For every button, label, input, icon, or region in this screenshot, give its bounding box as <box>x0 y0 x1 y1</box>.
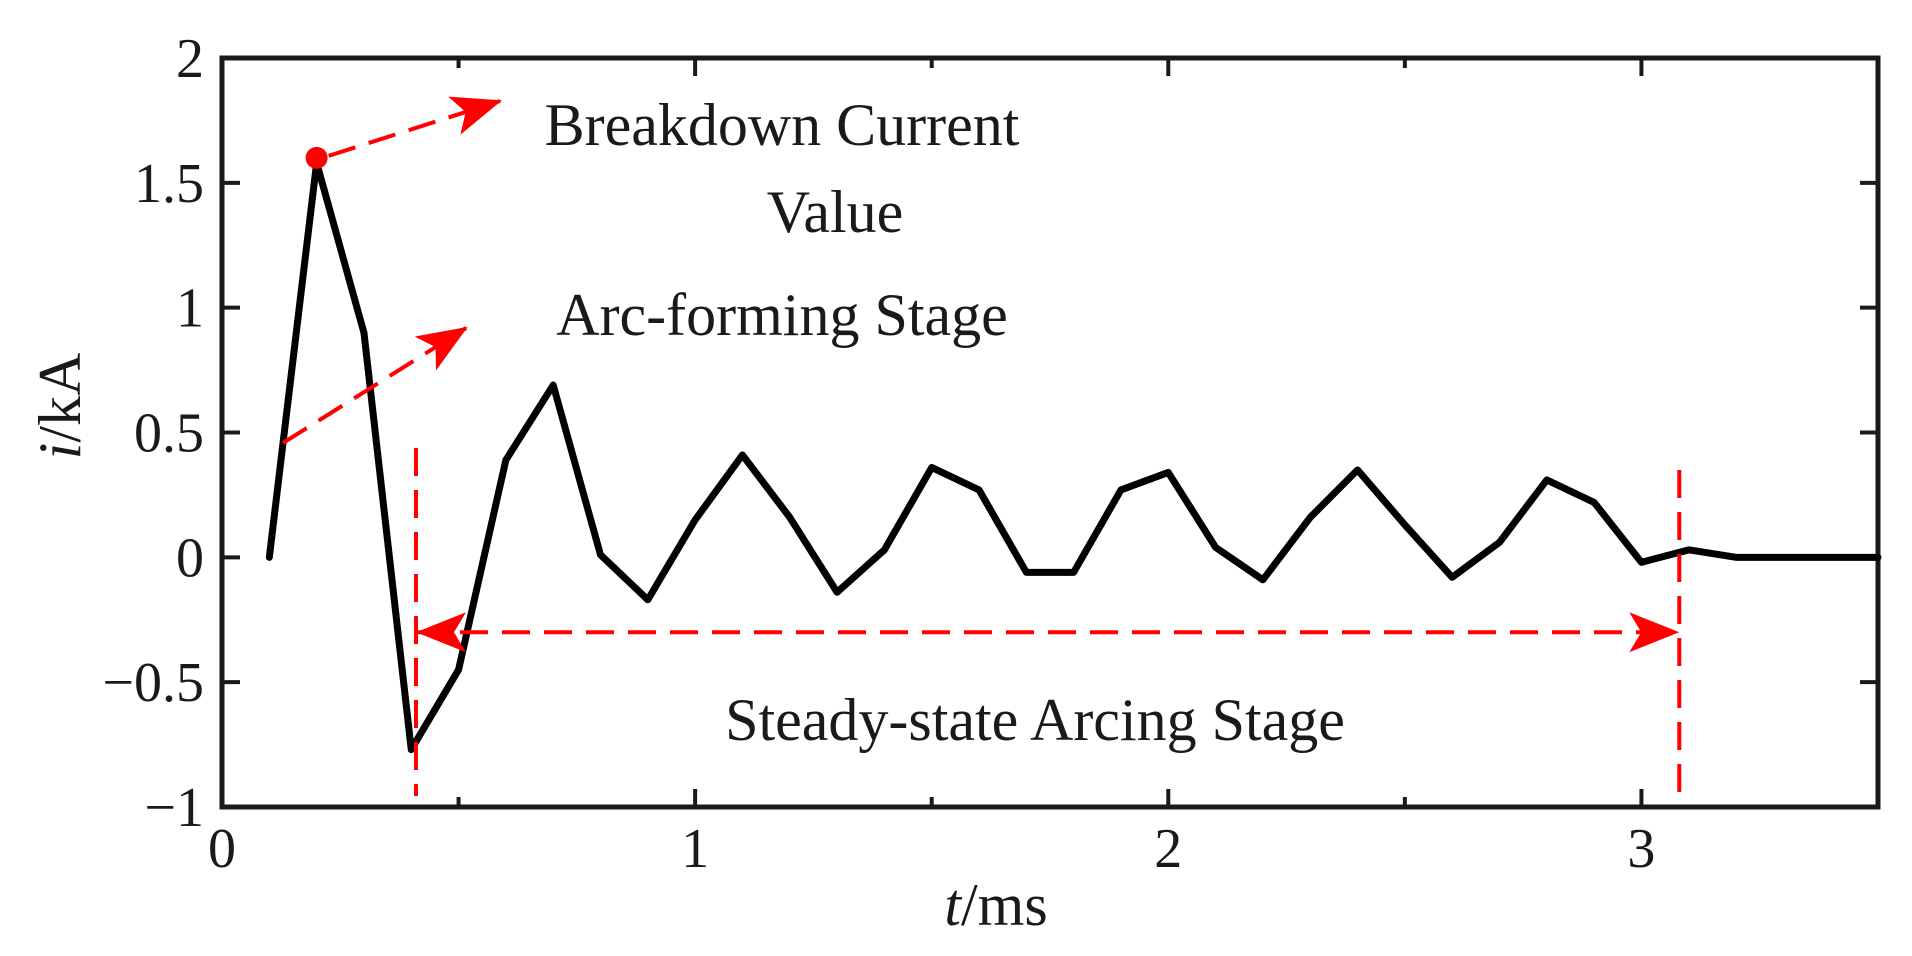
series-point <box>1309 516 1311 518</box>
x-axis-label-unit: /ms <box>961 872 1048 938</box>
arc-forming-label: Arc-forming Stage <box>556 282 1008 348</box>
annotations: Breakdown Current Value Arc-forming Stage S… <box>281 92 1682 796</box>
series-point <box>1120 489 1122 491</box>
y-tick-label: 0.5 <box>134 403 204 465</box>
series-point <box>458 669 460 671</box>
y-tick-label: −0.5 <box>102 652 204 714</box>
x-tick-label: 0 <box>208 818 236 880</box>
y-axis-label: i/kA <box>27 353 93 460</box>
series-point <box>1593 501 1595 503</box>
breakdown-arrow <box>328 96 502 158</box>
series-point <box>1688 549 1690 551</box>
x-axis-label: t/ms <box>944 872 1047 938</box>
series-point <box>1546 479 1548 481</box>
y-tick-label: 2 <box>176 28 204 90</box>
series-point <box>1877 556 1879 558</box>
y-tick-label: 0 <box>176 527 204 589</box>
series-point <box>505 459 507 461</box>
series-point <box>694 519 696 521</box>
series-point <box>1073 571 1075 573</box>
series-point <box>1640 561 1642 563</box>
series-point <box>268 556 270 558</box>
series-point <box>883 549 885 551</box>
axes: 0 1 2 3 −1 −0.5 0 0.5 1 1.5 2 <box>102 28 1881 880</box>
y-tick-label: 1 <box>176 278 204 340</box>
x-tick-label: 1 <box>681 818 709 880</box>
series-point <box>1735 556 1737 558</box>
series-point <box>363 332 365 334</box>
x-axis-label-italic: t <box>944 872 962 938</box>
breakdown-point <box>305 146 328 169</box>
steady-label: Steady-state Arcing Stage <box>725 687 1345 753</box>
series-point <box>1404 524 1406 526</box>
y-tick-label: −1 <box>144 777 204 839</box>
y-tick-label: 1.5 <box>134 153 204 215</box>
series-point <box>1262 579 1264 581</box>
series-point <box>1498 541 1500 543</box>
series-point <box>789 516 791 518</box>
series-point <box>978 489 980 491</box>
y-axis-label-italic: i <box>27 443 93 460</box>
breakdown-label-line1: Breakdown Current <box>545 92 1020 158</box>
series-point <box>1215 546 1217 548</box>
x-tick-label: 2 <box>1154 818 1182 880</box>
series-point <box>600 554 602 556</box>
series-line <box>265 159 1882 754</box>
series-point <box>931 466 933 468</box>
arc-forming-arrow <box>281 326 468 445</box>
y-axis-label-unit: /kA <box>27 353 93 443</box>
series-point <box>1451 576 1453 578</box>
series-point <box>552 384 554 386</box>
series-point <box>836 591 838 593</box>
series-layer <box>265 159 1882 754</box>
breakdown-label-line2: Value <box>767 179 904 245</box>
series-point <box>1357 469 1359 471</box>
series-point <box>1167 471 1169 473</box>
series-point <box>741 454 743 456</box>
series-point <box>410 749 412 751</box>
series-point <box>647 599 649 601</box>
series-point <box>1025 571 1027 573</box>
x-tick-label: 3 <box>1627 818 1655 880</box>
